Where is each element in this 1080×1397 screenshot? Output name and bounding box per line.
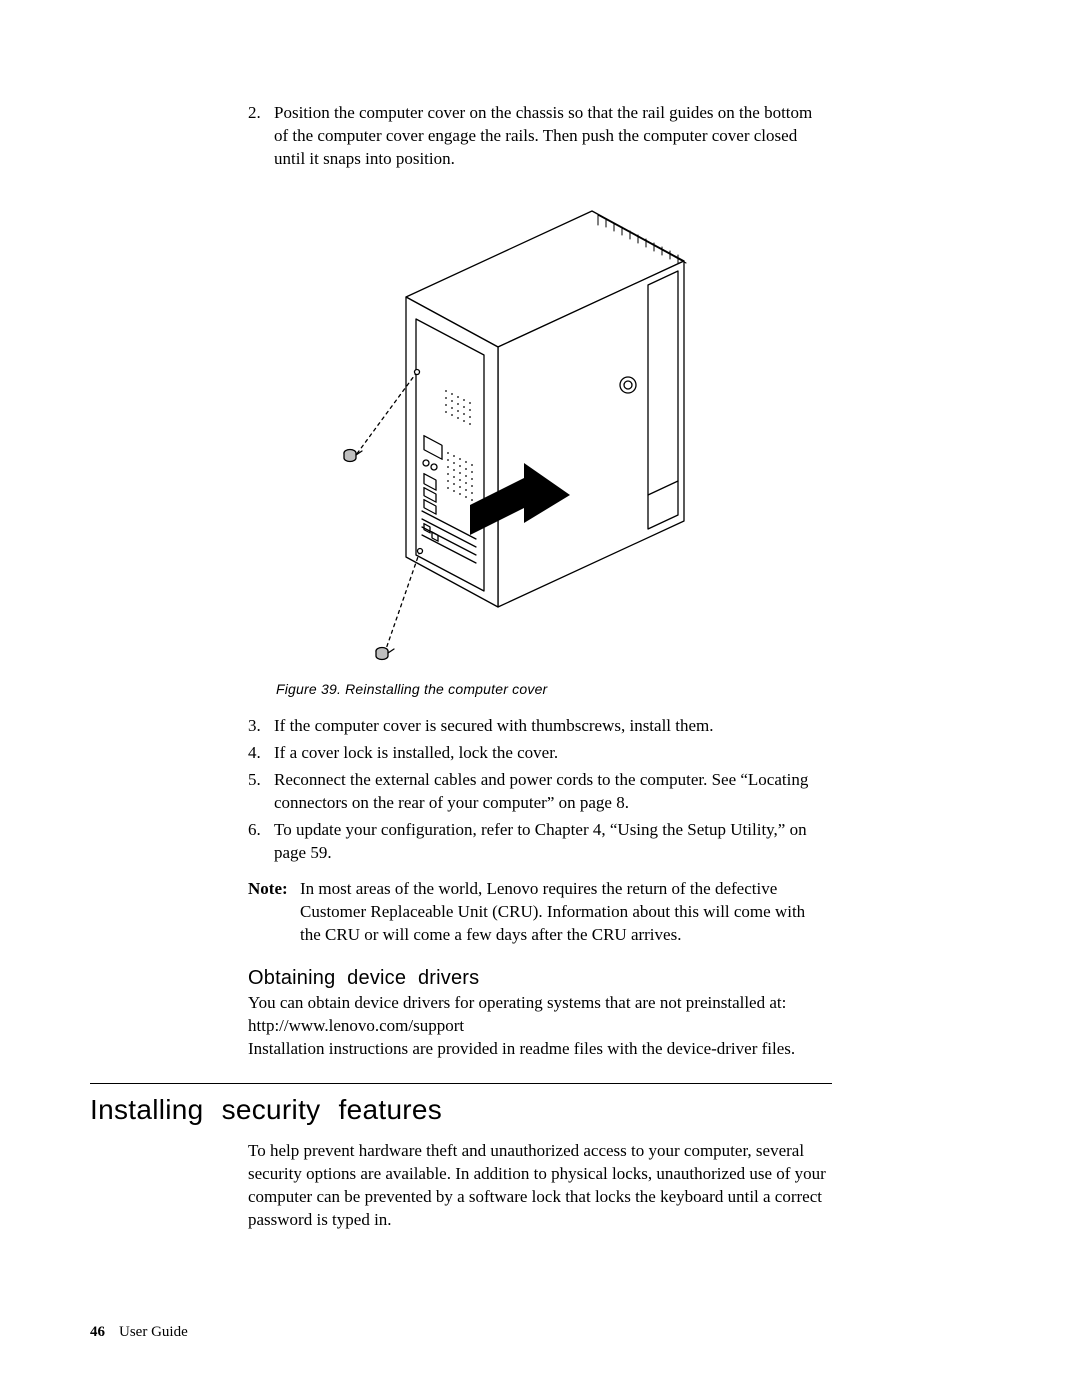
step-3: 3. If the computer cover is secured with… — [248, 715, 830, 738]
step-2: 2. Position the computer cover on the ch… — [248, 102, 830, 171]
page-number: 46 — [90, 1324, 105, 1340]
security-intro-paragraph: To help prevent hardware theft and unaut… — [248, 1140, 830, 1232]
step-text: To update your configuration, refer to C… — [274, 819, 830, 865]
note-text: In most areas of the world, Lenovo requi… — [300, 878, 830, 947]
step-number: 2. — [248, 102, 274, 171]
step-number: 6. — [248, 819, 274, 865]
section-divider — [90, 1083, 832, 1084]
drivers-paragraph: You can obtain device drivers for operat… — [248, 992, 830, 1061]
step-number: 3. — [248, 715, 274, 738]
step-text: Position the computer cover on the chass… — [274, 102, 830, 171]
step-6: 6. To update your configuration, refer t… — [248, 819, 830, 865]
page-footer: 46 User Guide — [90, 1324, 188, 1341]
heading-installing-security-features: Installing security features — [90, 1094, 990, 1126]
footer-label: User Guide — [119, 1324, 188, 1340]
step-number: 4. — [248, 742, 274, 765]
step-text: Reconnect the external cables and power … — [274, 769, 830, 815]
step-text: If a cover lock is installed, lock the c… — [274, 742, 830, 765]
step-5: 5. Reconnect the external cables and pow… — [248, 769, 830, 815]
note-label: Note: — [248, 878, 300, 947]
figure-39: Figure 39. Reinstalling the computer cov… — [276, 195, 830, 697]
note: Note: In most areas of the world, Lenovo… — [248, 878, 830, 947]
step-4: 4. If a cover lock is installed, lock th… — [248, 742, 830, 765]
step-text: If the computer cover is secured with th… — [274, 715, 830, 738]
step-number: 5. — [248, 769, 274, 815]
computer-cover-diagram — [276, 195, 706, 675]
subheading-obtaining-drivers: Obtaining device drivers — [248, 967, 830, 990]
figure-caption: Figure 39. Reinstalling the computer cov… — [276, 681, 830, 697]
